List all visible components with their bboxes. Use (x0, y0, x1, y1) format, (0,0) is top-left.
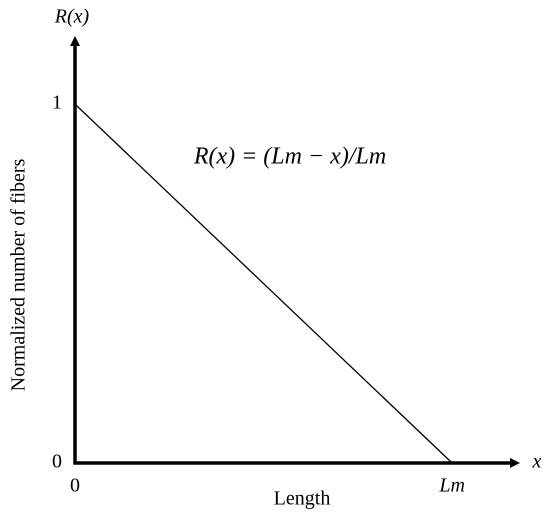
x-tick-label: Lm (438, 475, 465, 497)
line (74, 103, 453, 464)
x-axis-symbol: x (532, 451, 542, 473)
annotation: R(x) = (Lm − x)/Lm (193, 144, 386, 170)
x-axis-label: Length (274, 488, 331, 510)
y-tick-label: 0 (52, 451, 62, 473)
y-tick-label: 1 (52, 92, 62, 114)
y-axis-symbol: R(x) (54, 6, 90, 28)
y-axis-label: Normalized number of fibers (8, 158, 30, 391)
x-tick-label: 0 (70, 475, 80, 497)
